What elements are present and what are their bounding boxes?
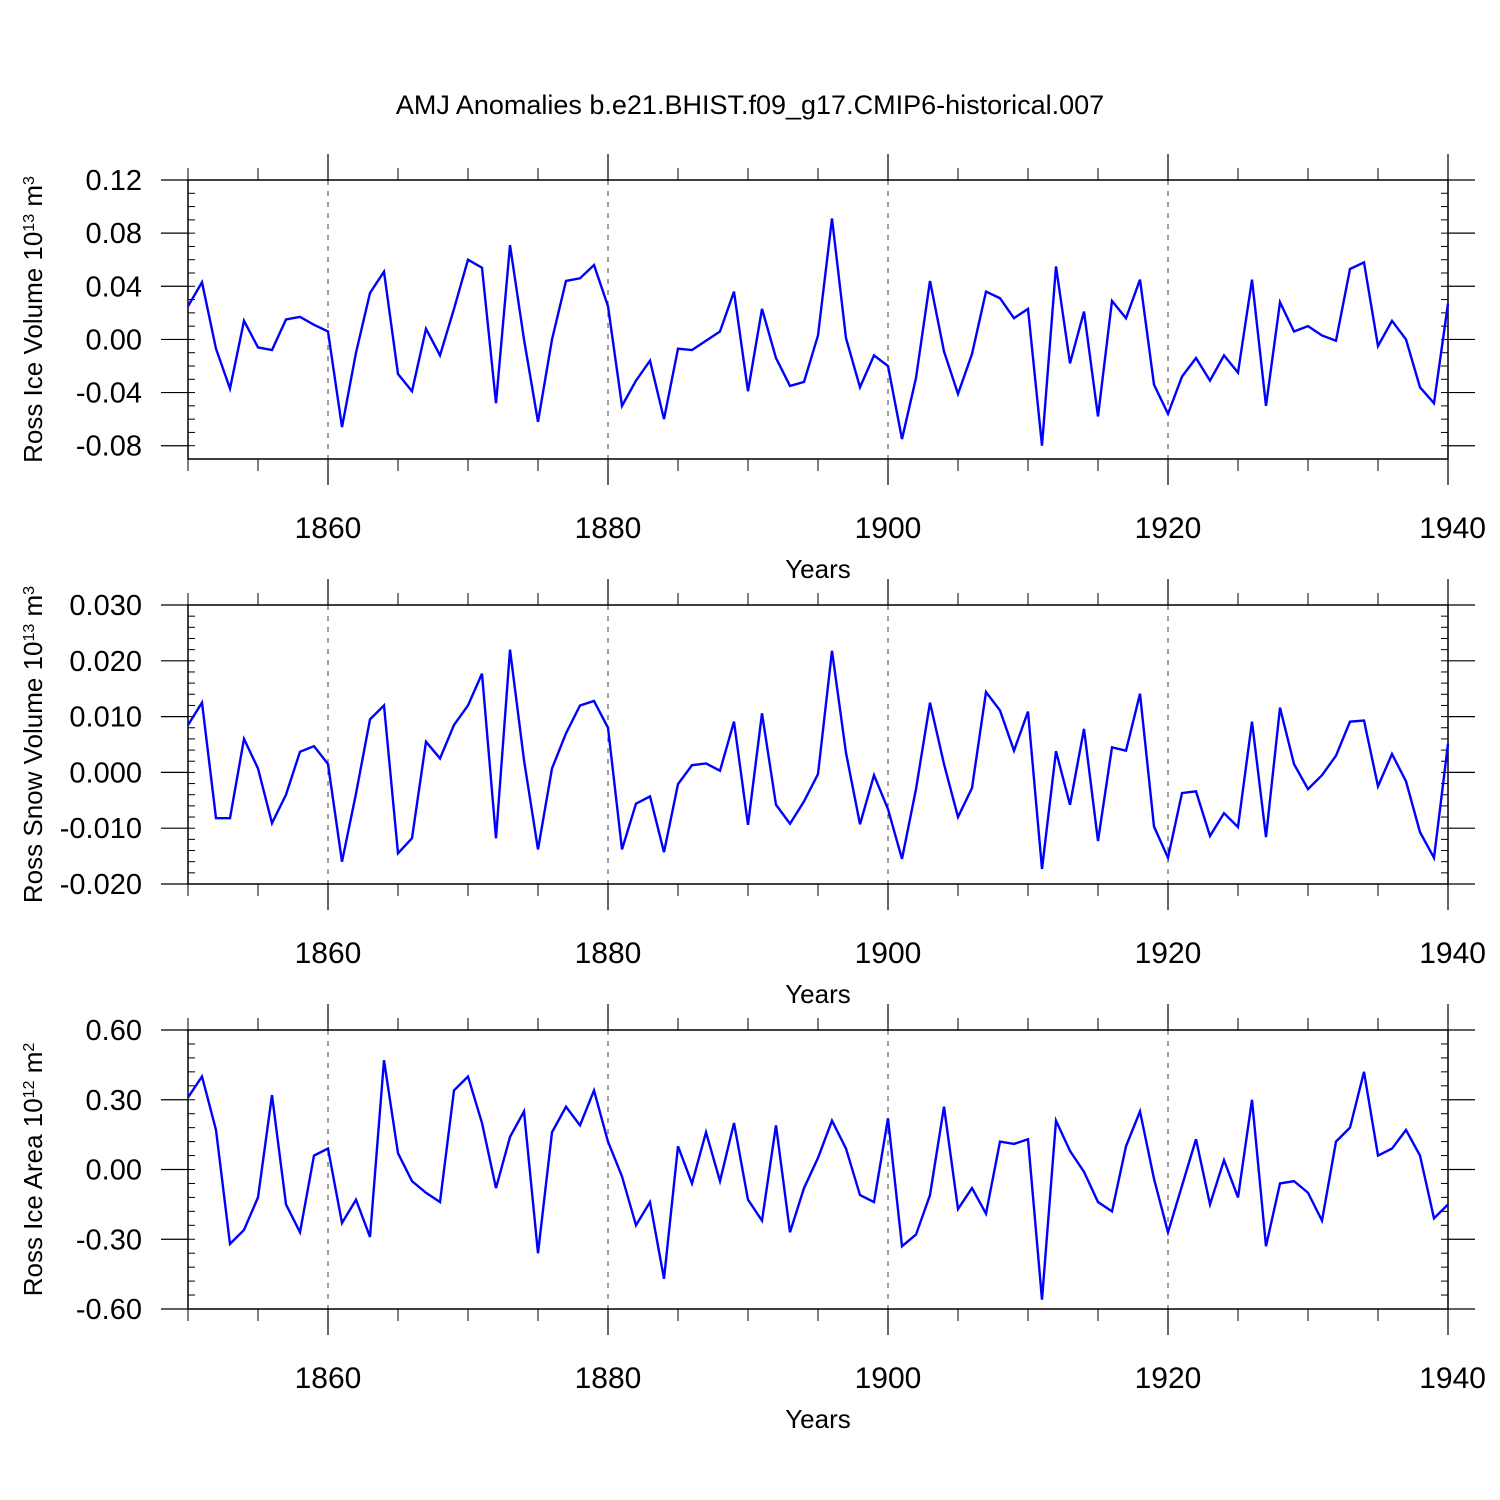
y-axis-label-main: Ross Ice Area 10 bbox=[18, 1098, 48, 1296]
x-tick-label: 1940 bbox=[1419, 512, 1486, 545]
y-tick-label: -0.60 bbox=[76, 1294, 142, 1326]
y-axis-label-unit-exponent: 3 bbox=[21, 586, 38, 595]
plot-frame bbox=[187, 179, 1449, 460]
y-axis-label-main: Ross Ice Volume 10 bbox=[18, 232, 48, 463]
y-tick-label: 0.60 bbox=[86, 1015, 142, 1047]
y-tick-label: -0.30 bbox=[76, 1224, 142, 1256]
y-axis-label-unit-exponent: 2 bbox=[21, 1043, 38, 1052]
y-tick-label: 0.04 bbox=[86, 271, 142, 303]
y-tick-label: 0.010 bbox=[69, 702, 142, 734]
y-axis-label-unit: m bbox=[18, 185, 48, 214]
y-tick-label: 0.000 bbox=[69, 757, 142, 789]
series-line bbox=[186, 649, 1450, 870]
y-axis-label-exponent: 13 bbox=[21, 214, 38, 232]
y-axis-label-exponent: 13 bbox=[21, 624, 38, 642]
y-axis-label-unit: m bbox=[18, 595, 48, 624]
y-axis-label: Ross Snow Volume 1013 m3 bbox=[18, 586, 48, 903]
series-line bbox=[187, 1060, 1449, 1300]
y-axis-label-unit-exponent: 3 bbox=[21, 176, 38, 185]
y-axis-label: Ross Ice Area 1012 m2 bbox=[18, 1043, 48, 1297]
y-tick-label: 0.00 bbox=[86, 324, 142, 356]
chart-panel-1: 0.12 0.08 0.04 0.00 -0.04 -0.08 1860 1880 1900 19… bbox=[18, 154, 1486, 584]
x-axis-label: Years bbox=[785, 979, 851, 1009]
x-tick-label: 1940 bbox=[1419, 1362, 1486, 1395]
x-tick-label: 1900 bbox=[855, 512, 922, 545]
y-tick-label: -0.08 bbox=[76, 431, 142, 463]
x-tick-label: 1940 bbox=[1419, 937, 1486, 970]
series-line bbox=[186, 218, 1450, 446]
x-tick-label: 1920 bbox=[1135, 512, 1202, 545]
y-tick-label: 0.030 bbox=[69, 590, 142, 622]
y-tick-label: 0.020 bbox=[69, 646, 142, 678]
y-tick-label: -0.020 bbox=[60, 869, 142, 901]
x-tick-label: 1900 bbox=[855, 1362, 922, 1395]
x-tick-label: 1920 bbox=[1135, 1362, 1202, 1395]
y-tick-label: 0.30 bbox=[86, 1085, 142, 1117]
x-tick-label: 1880 bbox=[575, 937, 642, 970]
y-axis-label-exponent: 12 bbox=[21, 1080, 38, 1098]
y-axis-label-unit: m bbox=[18, 1052, 48, 1081]
chart-title: AMJ Anomalies b.e21.BHIST.f09_g17.CMIP6-… bbox=[396, 90, 1104, 120]
y-tick-label: 0.12 bbox=[86, 165, 142, 197]
plot-frame bbox=[187, 604, 1449, 885]
y-tick-label: -0.04 bbox=[76, 378, 142, 410]
x-tick-label: 1900 bbox=[855, 937, 922, 970]
x-tick-label: 1880 bbox=[575, 512, 642, 545]
x-tick-label: 1860 bbox=[295, 512, 362, 545]
x-tick-label: 1860 bbox=[295, 1362, 362, 1395]
x-tick-label: 1860 bbox=[295, 937, 362, 970]
y-tick-label: -0.010 bbox=[60, 813, 142, 845]
x-axis-label: Years bbox=[785, 1404, 851, 1434]
y-tick-label: 0.00 bbox=[86, 1155, 142, 1187]
y-axis-label-main: Ross Snow Volume 10 bbox=[18, 642, 48, 904]
x-tick-label: 1880 bbox=[575, 1362, 642, 1395]
y-axis-label: Ross Ice Volume 1013 m3 bbox=[18, 176, 48, 463]
chart-panel-3: 0.60 0.30 0.00 -0.30 -0.60 1860 1880 1900 1920 19… bbox=[18, 1004, 1486, 1434]
chart-panel-2: 0.030 0.020 0.010 0.000 -0.010 -0.020 1860 1880… bbox=[18, 579, 1486, 1009]
y-tick-label: 0.08 bbox=[86, 218, 142, 250]
x-tick-label: 1920 bbox=[1135, 937, 1202, 970]
x-axis-label: Years bbox=[785, 554, 851, 584]
